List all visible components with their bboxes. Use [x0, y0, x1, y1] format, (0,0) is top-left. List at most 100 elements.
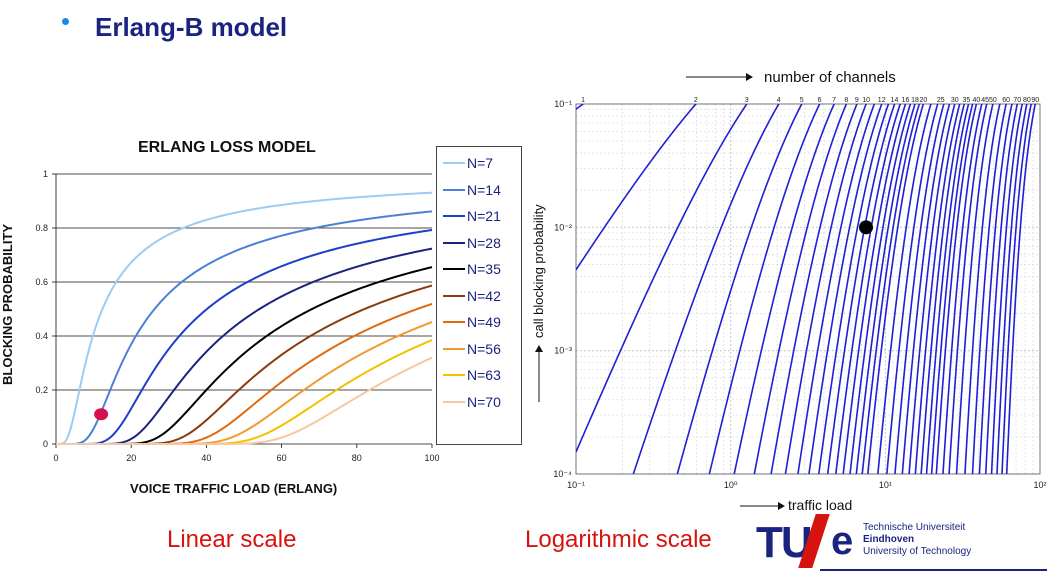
channel-count-label: 30: [951, 97, 959, 104]
channel-curve-7: [733, 104, 836, 474]
channel-curve-17: [849, 104, 912, 474]
bullet-dot: [62, 18, 69, 25]
left-chart-title: ERLANG LOSS MODEL: [138, 139, 316, 156]
series-line-n-14: [56, 210, 433, 445]
x-tick-label: 40: [201, 453, 211, 463]
tue-logo-e: e: [831, 519, 854, 563]
channel-curve-50: [955, 104, 994, 474]
series-line-n-42: [56, 284, 433, 445]
x-tick-label: 60: [277, 453, 287, 463]
y-tick-label: 10⁻¹: [554, 99, 572, 109]
legend-swatch: [443, 374, 465, 376]
channel-count-label: 35: [963, 97, 971, 104]
left-xlabel: VOICE TRAFFIC LOAD (ERLANG): [130, 481, 338, 496]
legend-swatch: [443, 268, 465, 270]
channel-curve-65: [978, 104, 1013, 474]
legend-swatch: [443, 347, 465, 350]
ylabel-arrow-icon: [535, 345, 543, 402]
legend-swatch: [443, 162, 465, 164]
left-caption: Linear scale: [167, 526, 297, 553]
logo-line3: University of Technology: [863, 546, 972, 557]
y-tick-label: 0.2: [35, 385, 48, 395]
channel-count-label: 80: [1023, 97, 1031, 104]
series-line-n-70: [56, 356, 433, 445]
legend-label: N=7: [467, 155, 494, 171]
channel-curve-26: [894, 104, 945, 474]
channel-curve-30: [908, 104, 956, 474]
channel-count-label: 10: [862, 97, 870, 104]
channel-count-label: 45: [981, 97, 989, 104]
channel-count-label: 18: [911, 97, 919, 104]
channel-curve-11: [797, 104, 876, 474]
legend-item: N=28: [443, 233, 501, 253]
legend-swatch: [443, 241, 465, 244]
x-tick-label: 100: [424, 453, 439, 463]
tue-logo-text: Technische Universiteit Eindhoven Univer…: [863, 522, 971, 558]
series-line-n-7: [56, 191, 433, 445]
legend-label: N=21: [467, 208, 501, 224]
channel-curve-80: [996, 104, 1028, 474]
right-top-label: number of channels: [764, 69, 896, 86]
top-arrow-icon: [686, 73, 753, 81]
channel-curve-24: [886, 104, 939, 474]
channel-count-label: 4: [777, 97, 781, 104]
operating-point-marker: [859, 220, 874, 235]
channel-count-label: 25: [937, 97, 945, 104]
legend-item: N=7: [443, 153, 493, 173]
x-tick-label: 20: [126, 453, 136, 463]
x-tick-label: 10¹: [879, 480, 892, 490]
channel-curve-38: [930, 104, 974, 474]
channel-curve-9: [770, 104, 858, 474]
channel-count-label: 16: [902, 97, 910, 104]
channel-curve-22: [877, 104, 932, 474]
channel-curve-2: [576, 104, 697, 271]
channel-count-label: 40: [972, 97, 980, 104]
channel-count-label: 90: [1031, 97, 1039, 104]
channel-curve-1: [576, 104, 585, 110]
left-chart: 0 0.2 0.4 0.6 0.8 1 0 20 40 60 80 100: [35, 169, 439, 463]
plot-frame: [575, 103, 1041, 475]
channel-count-label: 70: [1013, 97, 1021, 104]
x-tick-label: 10²: [1033, 480, 1046, 490]
channel-curve-5: [676, 104, 803, 474]
legend-label: N=56: [467, 340, 501, 357]
right-caption: Logarithmic scale: [525, 526, 712, 553]
channel-curve-75: [990, 104, 1024, 474]
channel-curve-85: [1001, 104, 1032, 474]
logo-underline: [820, 569, 1047, 571]
channel-count-label: 9: [855, 97, 859, 104]
legend-item: N=49: [443, 312, 501, 332]
legend-label: N=63: [467, 367, 501, 383]
legend-label: N=28: [467, 234, 501, 251]
channel-curve-34: [920, 104, 966, 474]
legend-label: N=49: [467, 314, 501, 330]
series-line-n-49: [56, 302, 433, 445]
y-tick-label: 0.6: [35, 277, 48, 287]
channel-curve-8: [753, 104, 848, 474]
right-chart: 1 2 3 4 5 6 7 8 9 10 12 14 16 18 20 25 30 35 40 45 50 60 70 80 9…: [553, 97, 1046, 490]
channel-count-label: 50: [989, 97, 997, 104]
left-legend: N=7 N=14 N=21 N=28 N=35 N=42 N=49 N=56 N=63 N=70: [436, 146, 522, 445]
series-line-n-21: [56, 229, 433, 445]
channel-curve-15: [834, 104, 902, 474]
channel-curve-55: [964, 104, 1001, 474]
channel-curve-6: [708, 104, 821, 474]
y-tick-label: 0.4: [35, 331, 48, 341]
channel-count-label: 2: [694, 97, 698, 104]
bottom-arrow-icon: [740, 502, 785, 510]
y-tick-label: 10⁻³: [554, 346, 572, 356]
legend-item: N=14: [443, 180, 501, 200]
logo-line1: Technische Universiteit: [863, 522, 966, 533]
y-tick-label: 0.8: [35, 223, 48, 233]
channel-count-label: 1: [581, 97, 585, 104]
channel-curve-4: [632, 104, 780, 474]
x-tick-label: 0: [53, 453, 58, 463]
y-tick-label: 1: [43, 169, 48, 179]
legend-item: N=70: [443, 392, 501, 412]
legend-item: N=42: [443, 286, 501, 306]
channel-curve-10: [784, 104, 867, 474]
y-tick-label: 10⁻⁴: [553, 469, 572, 479]
series-line-n-35: [56, 266, 433, 445]
channel-curve-36: [925, 104, 970, 474]
x-tick-label: 80: [352, 453, 362, 463]
